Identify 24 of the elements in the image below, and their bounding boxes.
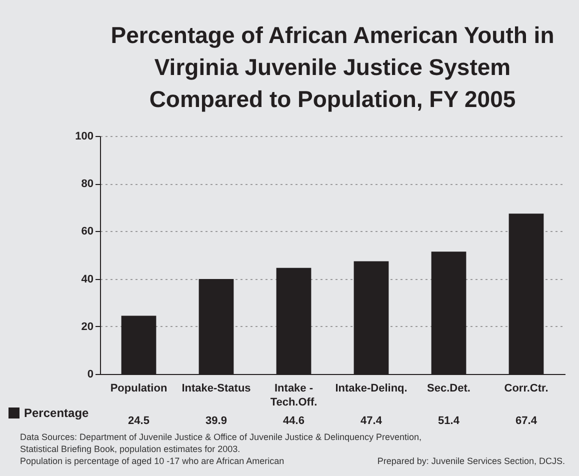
data-label: 44.6 xyxy=(283,415,304,427)
text: Data Sources: Department of Juvenile Justice & Office of Juvenile Justice & Delinquency Prevention, xyxy=(20,432,422,442)
y-tick-label: 0 xyxy=(87,368,94,380)
y-tick-label: 80 xyxy=(81,178,94,190)
data-label: 67.4 xyxy=(516,415,538,427)
x-tick-label: Intake-Status xyxy=(182,382,251,394)
x-tick-label: Intake - Tech.Off. xyxy=(270,382,318,408)
x-tick-label: Corr.Ctr. xyxy=(504,382,548,394)
y-tick-label: 60 xyxy=(81,226,94,238)
data-label: 47.4 xyxy=(360,415,383,427)
y-tick-label: 40 xyxy=(81,273,94,286)
data-label: 51.4 xyxy=(438,415,460,427)
text: Statistical Briefing Book, population estimates for 2003. xyxy=(20,444,240,454)
text: Prepared by: Juvenile Services Section, DCJS. xyxy=(377,456,565,466)
x-tick-label: Population xyxy=(110,382,168,394)
x-tick-label: Sec.Det. xyxy=(427,382,470,394)
x-tick-label: Intake-Delinq. xyxy=(335,382,408,394)
y-tick-label: 100 xyxy=(75,130,94,142)
data-label: 24.5 xyxy=(128,415,150,427)
legend-label: Percentage xyxy=(24,406,90,420)
text: Population is percentage of aged 10 -17 who are African American xyxy=(20,456,284,466)
y-tick-label: 20 xyxy=(81,320,94,333)
chart-title: Percentage of African American Youth in Virginia Juvenile Justice System Compared to Population, FY 2005 xyxy=(110,22,554,112)
data-label: 39.9 xyxy=(206,415,227,427)
